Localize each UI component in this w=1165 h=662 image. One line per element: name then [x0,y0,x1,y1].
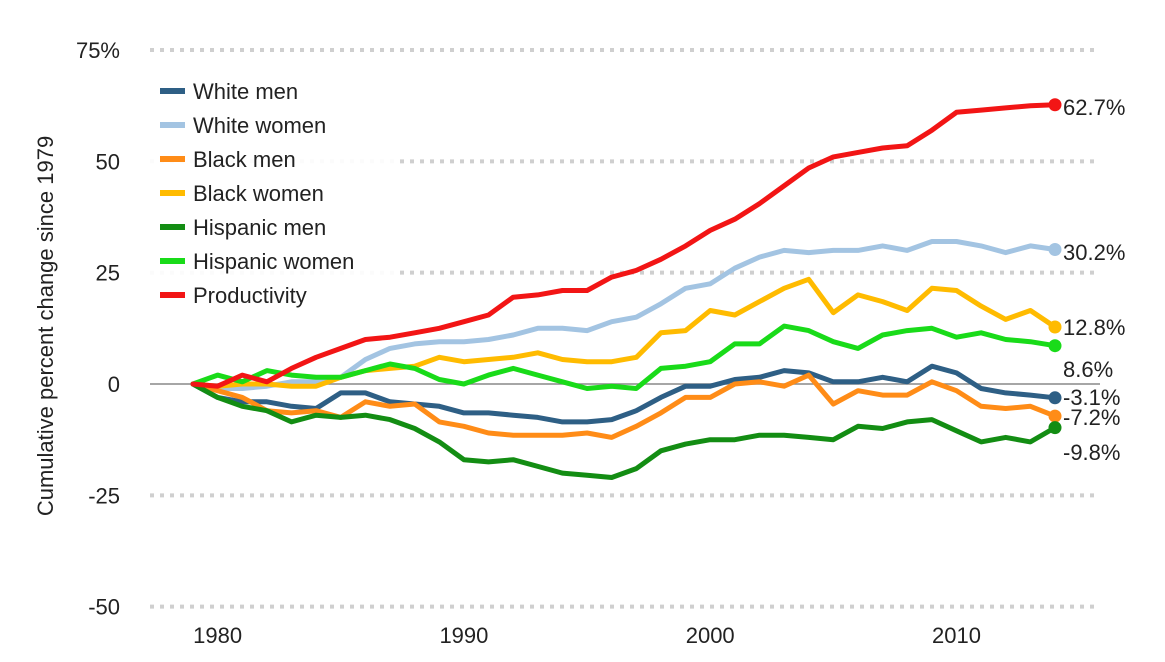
end-marker-hispanic-women [1048,339,1062,353]
series-line-productivity [190,102,1058,389]
legend-label-productivity: Productivity [193,283,307,308]
y-tick-label: 50 [96,149,120,174]
y-tick-label: 25 [96,261,120,286]
end-marker-black-women [1048,320,1062,334]
axis-layer: 75% 50 25 0 -25 -50 1980 1990 2000 2010 [76,38,981,648]
legend-label-hispanic-men: Hispanic men [193,215,326,240]
marker-layer [1048,98,1062,435]
legend-label-black-men: Black men [193,147,296,172]
series-line-hispanic-women [190,323,1058,391]
y-tick-label: 75% [76,38,120,63]
legend-label-black-women: Black women [193,181,324,206]
end-marker-white-men [1048,391,1062,405]
legend-background [145,70,400,316]
end-label-hispanic-women: 8.6% [1063,357,1113,382]
end-label-black-women: 12.8% [1063,315,1125,340]
series-layer [190,102,1058,480]
y-tick-label: -25 [88,483,120,508]
end-label-hispanic-men: -9.8% [1063,440,1120,465]
legend-label-white-women: White women [193,113,326,138]
x-tick-label: 1990 [439,623,488,648]
y-tick-label: 0 [108,372,120,397]
legend: White men White women Black men Black women… [145,70,400,316]
end-marker-white-women [1048,243,1062,257]
y-axis-title: Cumulative percent change since 1979 [33,136,58,516]
end-marker-black-men [1048,409,1062,423]
legend-label-hispanic-women: Hispanic women [193,249,354,274]
end-label-black-men: -7.2% [1063,405,1120,430]
end-label-white-men: -3.1% [1063,385,1120,410]
end-label-productivity: 62.7% [1063,95,1125,120]
end-label-white-women: 30.2% [1063,240,1125,265]
x-tick-label: 2010 [932,623,981,648]
series-line-hispanic-men [190,381,1058,480]
label-layer: -3.1% 30.2% -7.2% 12.8% -9.8% 8.6% 62.7% [1063,95,1125,465]
legend-label-white-men: White men [193,79,298,104]
x-tick-label: 2000 [686,623,735,648]
end-marker-hispanic-men [1048,421,1062,435]
y-tick-label: -50 [88,595,120,620]
end-marker-productivity [1048,98,1062,112]
series-line-white-men [190,363,1058,425]
x-tick-label: 1980 [193,623,242,648]
